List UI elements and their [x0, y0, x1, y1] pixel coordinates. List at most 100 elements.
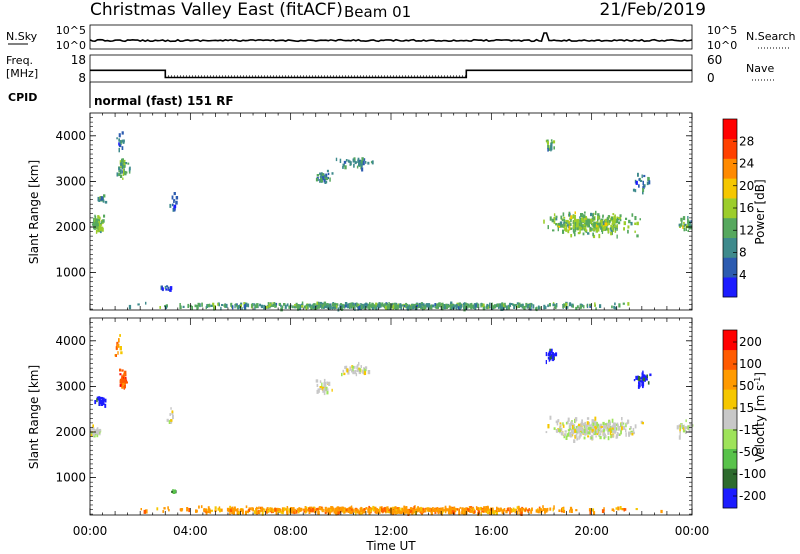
data-cell [323, 383, 326, 387]
data-cell [175, 200, 178, 205]
data-cell [355, 372, 358, 377]
x-tick-label: 04:00 [173, 524, 208, 538]
data-cell [344, 165, 347, 170]
data-cell [420, 506, 422, 511]
data-cell [635, 375, 637, 380]
data-cell [641, 372, 644, 376]
data-cell [603, 425, 606, 428]
data-cell [544, 509, 546, 515]
data-cell [607, 229, 610, 234]
data-cell [556, 223, 559, 228]
data-cell [320, 305, 322, 308]
data-cell [491, 305, 493, 308]
data-cell [354, 508, 356, 514]
data-cell [605, 423, 607, 427]
data-cell [313, 303, 316, 307]
data-cell [324, 511, 327, 515]
data-cell [549, 507, 552, 511]
data-cell [258, 510, 261, 515]
data-cell [575, 221, 578, 227]
data-cell [324, 304, 327, 308]
data-cell [96, 428, 99, 433]
data-cell [615, 436, 617, 439]
data-cell [359, 511, 361, 515]
data-cell [118, 142, 121, 146]
beam-label: Beam 01 [344, 3, 411, 21]
data-cell [124, 379, 127, 383]
data-cell [122, 382, 125, 386]
x-tick-label: 00:00 [675, 524, 710, 538]
data-cell [629, 428, 631, 431]
data-cell [223, 304, 226, 307]
data-cell [547, 424, 550, 429]
data-cell [217, 302, 220, 305]
data-cell [422, 510, 424, 513]
data-cell [119, 334, 121, 337]
data-cell [443, 304, 445, 307]
data-cell [565, 219, 567, 223]
data-cell [324, 506, 327, 510]
data-cell [255, 305, 258, 309]
data-cell [429, 305, 432, 309]
data-cell [578, 424, 581, 429]
data-cell [98, 229, 101, 232]
data-cell [639, 218, 641, 221]
data-cell [596, 421, 598, 426]
data-cell [373, 508, 376, 511]
data-cell [195, 509, 198, 513]
data-cell [156, 507, 159, 511]
data-cell [565, 220, 568, 225]
data-cell [343, 160, 347, 164]
data-cell [574, 434, 577, 439]
data-cell [603, 227, 606, 231]
data-cell [552, 507, 554, 512]
data-cell [614, 227, 617, 232]
data-cell [187, 303, 190, 308]
data-cell [590, 423, 593, 426]
data-cell [602, 214, 604, 217]
data-cell [616, 234, 618, 239]
noise-left-tick-high: 10^5 [56, 24, 86, 37]
data-cell [489, 306, 491, 309]
data-cell [623, 227, 625, 231]
data-cell [459, 506, 461, 509]
data-cell [432, 507, 434, 511]
data-cell [467, 508, 469, 511]
data-cell [462, 302, 466, 306]
data-cell [488, 304, 491, 309]
data-cell [359, 507, 362, 513]
data-cell [349, 161, 352, 166]
data-cell [412, 305, 415, 310]
data-cell [385, 306, 388, 310]
data-cell [502, 508, 505, 511]
data-cell [547, 147, 551, 151]
data-cell [292, 508, 295, 512]
data-cell [563, 219, 566, 223]
data-cell [347, 510, 350, 513]
data-cell [121, 385, 123, 389]
data-cell [380, 304, 382, 307]
data-cell [369, 509, 372, 513]
data-cell [621, 422, 625, 425]
data-cell [379, 508, 381, 511]
data-cell [231, 305, 234, 310]
data-cell [590, 436, 593, 440]
data-cell [121, 158, 124, 163]
colorbar-swatch [723, 257, 737, 278]
data-cell [637, 378, 641, 381]
data-cell [581, 430, 583, 434]
data-cell [644, 375, 647, 381]
data-cell [102, 401, 105, 404]
power-x-axis [89, 113, 693, 310]
data-cell [579, 216, 581, 219]
data-cell [570, 223, 572, 226]
data-cell [608, 220, 611, 223]
data-cell [299, 304, 302, 309]
data-cell [608, 422, 610, 427]
data-cell [611, 226, 614, 230]
data-cell [472, 507, 475, 512]
data-cell [384, 303, 387, 306]
data-cell [583, 214, 586, 218]
data-cell [496, 506, 498, 511]
data-cell [325, 386, 328, 391]
